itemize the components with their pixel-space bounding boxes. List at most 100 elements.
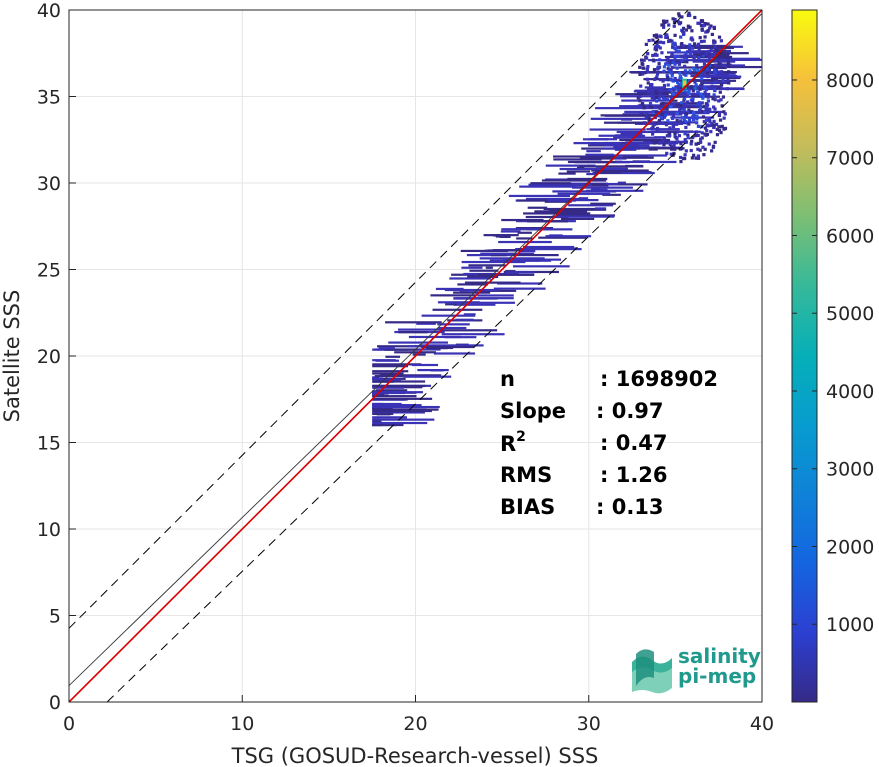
density-cell <box>655 43 659 47</box>
density-cell <box>440 329 498 332</box>
density-cell <box>646 128 680 131</box>
density-cell <box>589 138 618 141</box>
density-cell <box>677 54 681 59</box>
density-cell <box>703 147 707 151</box>
density-cell <box>675 137 679 141</box>
x-tick-label: 30 <box>577 713 601 735</box>
density-cell <box>657 118 661 123</box>
density-cell <box>705 67 709 71</box>
density-cell <box>689 72 736 75</box>
density-cell <box>705 106 709 110</box>
density-cell <box>683 140 687 144</box>
density-cell <box>683 156 687 161</box>
density-cell <box>717 112 722 116</box>
density-cell <box>720 124 724 128</box>
density-cell <box>501 218 544 222</box>
density-cell <box>667 39 671 44</box>
density-cell <box>490 254 507 257</box>
density-cell <box>654 121 658 125</box>
density-cell <box>665 141 669 145</box>
density-cell <box>679 76 683 81</box>
density-cell <box>679 119 683 123</box>
density-cell <box>638 99 642 103</box>
density-cell <box>689 148 693 153</box>
density-cell <box>625 147 685 150</box>
density-cell <box>707 118 712 122</box>
density-cell <box>661 23 666 27</box>
density-cell <box>640 72 645 76</box>
density-cell <box>726 56 730 60</box>
density-cell <box>648 148 658 151</box>
density-cell <box>689 37 693 41</box>
density-cell <box>638 160 648 163</box>
density-cell <box>551 215 615 218</box>
density-cell <box>718 90 722 94</box>
density-peak <box>683 80 687 86</box>
density-cell <box>544 200 572 203</box>
stat-label: RMS <box>500 463 553 487</box>
density-cell <box>651 58 656 62</box>
density-cell <box>687 47 692 51</box>
density-cell <box>695 117 699 121</box>
density-cell <box>541 179 607 182</box>
density-cell <box>403 375 452 378</box>
density-cell <box>691 96 695 101</box>
density-cell <box>617 181 626 184</box>
density-cell <box>716 58 762 61</box>
density-cell <box>620 132 643 136</box>
density-cell <box>372 405 440 409</box>
colorbar-tick-label: 3000 <box>826 459 874 481</box>
density-cell <box>375 359 400 362</box>
density-cell <box>673 131 677 135</box>
density-cell <box>652 141 657 145</box>
density-cell <box>590 202 616 205</box>
density-cell <box>664 35 668 39</box>
density-cell <box>669 152 673 156</box>
density-cell <box>557 192 611 195</box>
density-cell <box>671 42 675 46</box>
regression-lines <box>69 10 762 702</box>
density-cell <box>719 39 723 43</box>
density-cell <box>543 247 578 250</box>
density-cell <box>560 217 595 220</box>
density-cell <box>713 98 717 102</box>
density-cell <box>698 21 702 25</box>
density-cell <box>678 71 682 75</box>
density-cell <box>691 99 695 103</box>
density-cell <box>676 45 680 49</box>
density-cell <box>719 98 723 102</box>
density-cell <box>698 36 702 40</box>
density-cell <box>674 79 737 82</box>
density-cell <box>696 133 700 138</box>
density-cell <box>712 119 716 124</box>
density-cell <box>638 104 643 108</box>
density-cell <box>602 193 621 196</box>
density-cell <box>705 52 709 56</box>
density-cell <box>693 80 697 84</box>
density-cell <box>591 169 649 172</box>
density-cell <box>372 372 404 375</box>
density-cell <box>701 145 705 149</box>
density-cell <box>666 83 670 87</box>
density-cell <box>553 155 615 158</box>
y-axis-label: Satellite SSS <box>0 290 24 423</box>
density-cell <box>710 76 741 80</box>
density-cell <box>487 249 524 252</box>
density-cell <box>684 120 688 124</box>
density-cell <box>655 40 660 44</box>
density-cell <box>693 71 697 75</box>
density-cell <box>664 62 668 66</box>
density-cell <box>684 104 688 108</box>
stat-value: : 0.13 <box>596 495 664 519</box>
density-cell <box>681 115 685 120</box>
density-cell <box>372 386 404 389</box>
density-cell <box>372 416 407 419</box>
density-cell <box>372 365 408 368</box>
density-cell <box>372 402 402 406</box>
x-tick-label: 10 <box>230 713 254 735</box>
density-cell <box>706 99 711 103</box>
density-cell <box>444 288 501 292</box>
density-cell <box>375 389 408 392</box>
density-cell <box>717 128 722 133</box>
x-axis-label: TSG (GOSUD-Research-vessel) SSS <box>231 744 599 767</box>
